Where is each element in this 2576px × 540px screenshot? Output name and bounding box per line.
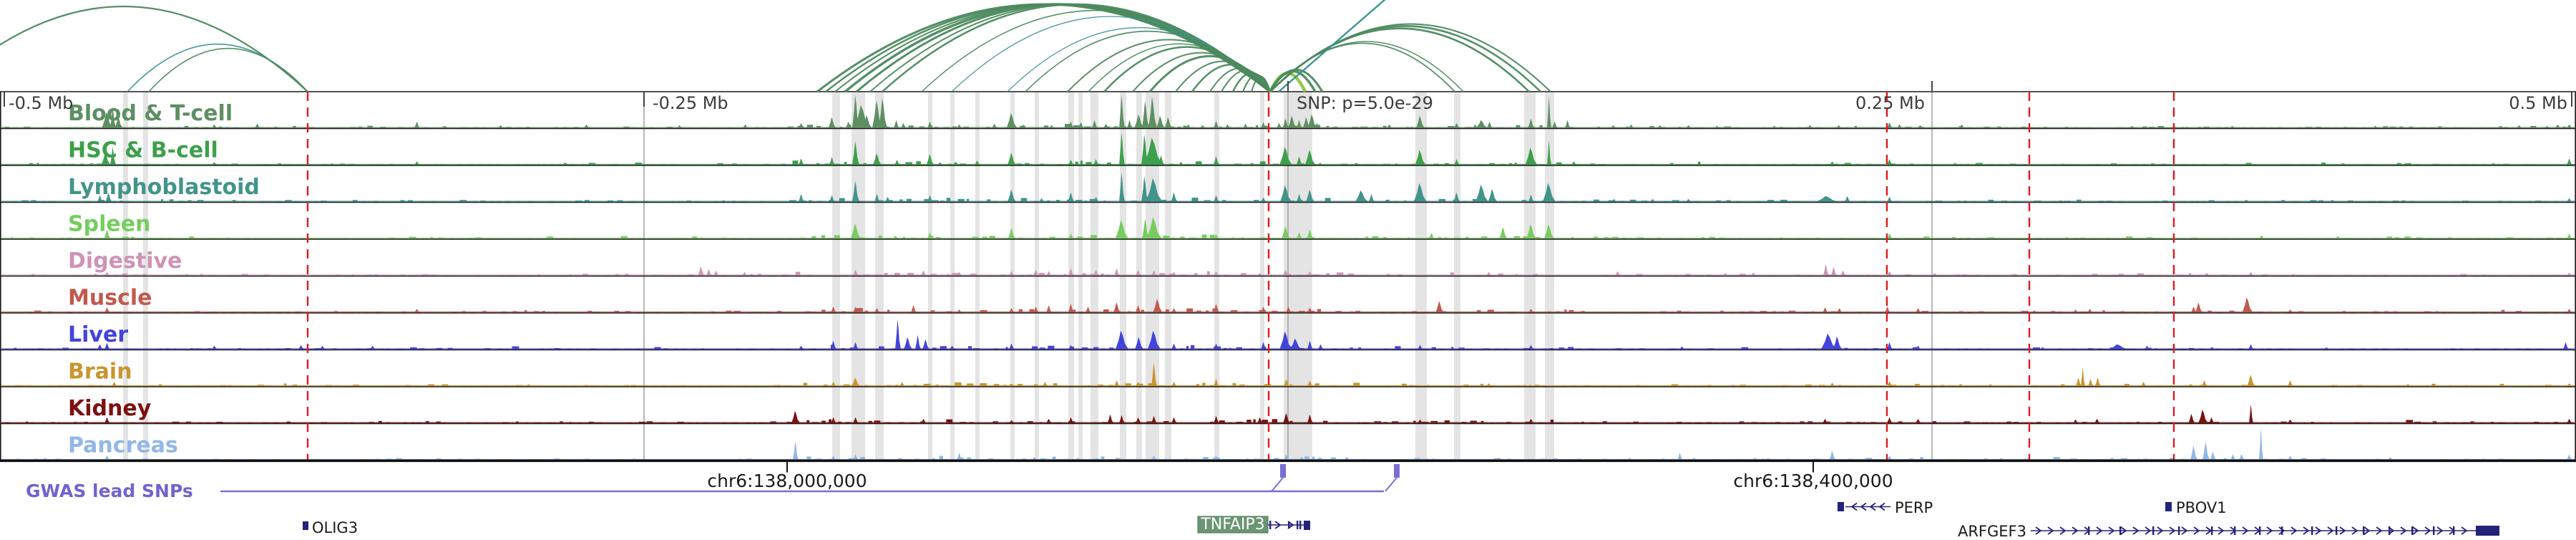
track-label-blood-t-cell[interactable]: Blood & T-cell xyxy=(68,101,233,126)
ruler-ticks xyxy=(4,81,2572,107)
gene-label-pbov1[interactable]: PBOV1 xyxy=(2176,499,2227,516)
snp-pvalue-label: SNP: p=5.0e-29 xyxy=(1297,93,1433,113)
gene-exon xyxy=(303,521,308,530)
gene-label-perp[interactable]: PERP xyxy=(1895,499,1933,516)
gwas-snp-marker[interactable] xyxy=(1280,464,1286,478)
track-signal-brain xyxy=(1,362,2575,387)
gwas-snp-marker[interactable] xyxy=(1394,464,1400,478)
gene-labels: OLIG3 TNFAIP3 PERP ARFGEF3 PBOV1 xyxy=(312,499,2227,540)
gene-annotations xyxy=(303,502,2499,536)
track-label-muscle[interactable]: Muscle xyxy=(68,286,152,311)
ruler-label-minus-0-5mb: -0.5 Mb xyxy=(9,93,73,113)
interaction-arc[interactable] xyxy=(1269,23,1551,92)
coordinate-labels: chr6:138,000,000 chr6:138,400,000 xyxy=(707,471,1893,491)
track-signal-lymphoblastoid xyxy=(1,172,2575,202)
track-signal-digestive xyxy=(1,264,2575,276)
track-label-kidney[interactable]: Kidney xyxy=(68,396,152,421)
track-label-digestive[interactable]: Digestive xyxy=(68,249,182,274)
gene-label-tnfaip3[interactable]: TNFAIP3 xyxy=(1200,516,1264,534)
track-signal-kidney xyxy=(1,404,2575,423)
interaction-arc[interactable] xyxy=(0,5,308,92)
track-label-brain[interactable]: Brain xyxy=(68,360,132,385)
gene-exon xyxy=(2476,526,2499,536)
track-signals xyxy=(1,95,2575,461)
gene-tnfaip3[interactable] xyxy=(1197,516,1310,534)
track-signal-blood-t-cell xyxy=(1,95,2575,128)
gene-label-olig3[interactable]: OLIG3 xyxy=(312,519,358,536)
bottom-axis xyxy=(0,459,2576,473)
interaction-arc[interactable] xyxy=(1191,64,1272,92)
gwas-track xyxy=(220,464,1400,493)
ruler-label-0-5mb: 0.5 Mb xyxy=(2509,93,2567,113)
track-label-hsc-b-cell[interactable]: HSC & B-cell xyxy=(68,138,218,163)
gene-perp[interactable] xyxy=(1838,502,1890,511)
interaction-arc[interactable] xyxy=(1251,76,1271,92)
gene-exon xyxy=(2165,502,2172,511)
gene-olig3[interactable] xyxy=(303,521,308,530)
interaction-arc[interactable] xyxy=(148,47,308,92)
track-labels: Blood & T-cell HSC & B-cell Lymphoblastoid… xyxy=(68,101,260,458)
ruler-label-minus-0-25mb: -0.25 Mb xyxy=(653,93,728,113)
gene-arfgef3[interactable] xyxy=(2031,526,2499,536)
track-signal-hsc-b-cell xyxy=(1,132,2575,165)
red-dashed-guides xyxy=(306,92,2175,461)
gene-exon xyxy=(1838,502,1844,511)
track-signal-muscle xyxy=(1,297,2575,313)
gwas-lead-snps-label: GWAS lead SNPs xyxy=(26,481,193,501)
track-label-liver[interactable]: Liver xyxy=(68,322,128,347)
interaction-arcs xyxy=(0,0,1551,93)
track-label-spleen[interactable]: Spleen xyxy=(68,212,150,237)
track-label-lymphoblastoid[interactable]: Lymphoblastoid xyxy=(68,175,260,200)
coord-label-chr6-138000000: chr6:138,000,000 xyxy=(707,471,867,491)
track-signal-liver xyxy=(1,319,2575,349)
coord-label-chr6-138400000: chr6:138,400,000 xyxy=(1733,471,1893,491)
gene-label-arfgef3[interactable]: ARFGEF3 xyxy=(1958,523,2026,540)
gene-exon xyxy=(1304,521,1310,530)
interaction-arc-offscreen[interactable] xyxy=(1278,0,1391,92)
ruler-labels: -0.5 Mb -0.25 Mb SNP: p=5.0e-29 0.25 Mb … xyxy=(9,93,2567,113)
gene-pbov1[interactable] xyxy=(2165,502,2172,511)
track-label-pancreas[interactable]: Pancreas xyxy=(68,433,178,458)
ruler-label-0-25mb: 0.25 Mb xyxy=(1855,93,1925,113)
